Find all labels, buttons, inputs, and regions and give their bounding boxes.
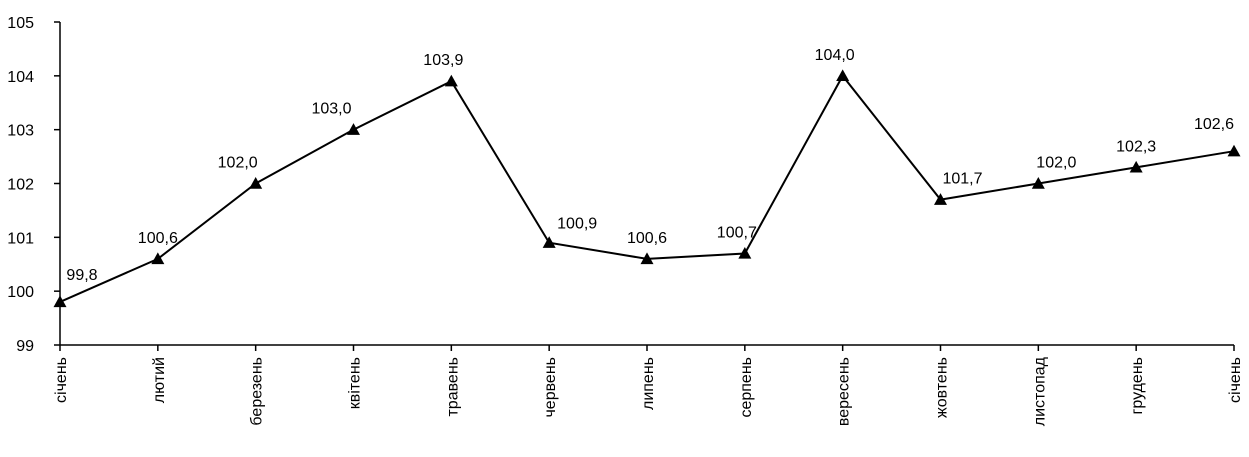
data-point-marker [249,177,263,189]
data-point-marker [1227,144,1241,157]
data-label: 100,7 [717,224,757,241]
data-label: 100,9 [557,216,597,233]
data-point-marker [542,236,556,248]
data-label: 100,6 [627,230,667,247]
x-tick-label: грудень [1129,357,1146,414]
y-tick-label: 99 [16,338,34,355]
x-tick-label: серпень [738,357,755,418]
data-label: 102,6 [1194,116,1234,133]
data-point-marker [836,69,850,82]
x-tick-label: травень [444,357,461,417]
data-point-marker [738,246,752,259]
x-tick-label: березень [249,357,266,426]
data-label: 102,3 [1116,138,1156,155]
data-point-marker [640,252,654,265]
data-point-marker [444,74,458,87]
data-label: 103,9 [423,52,463,69]
y-tick-label: 100 [7,284,34,301]
x-tick-label: жовтень [934,357,951,418]
x-tick-label: вересень [836,357,853,426]
data-labels: 99,8 100,6 102,0 103,0 103,9 100,9 100,6 100,7 1… [66,47,1234,284]
x-axis-ticks: січень лютий березень квітень травень червень… [53,345,1244,426]
y-tick-label: 104 [7,69,34,86]
x-tick-label: червень [542,357,559,418]
x-tick-label: лютий [151,357,168,403]
x-tick-label: липень [640,357,657,410]
axes [59,22,1234,346]
data-label: 104,0 [815,47,855,64]
data-point-marker [151,252,165,265]
y-tick-label: 102 [7,177,34,194]
x-tick-label: січень [53,357,70,403]
data-point-marker [347,123,360,135]
x-tick-label: листопад [1031,356,1048,426]
data-label: 99,8 [66,267,97,284]
y-tick-label: 103 [7,123,34,140]
data-label: 103,0 [311,101,351,118]
data-point-marker [1031,177,1045,189]
x-tick-label: квітень [347,357,364,409]
data-point-marker [53,295,67,308]
data-label: 102,0 [218,155,258,172]
y-tick-label: 101 [7,230,34,247]
x-tick-label: січень [1227,357,1244,403]
data-label: 102,0 [1036,155,1076,172]
series-line [59,74,1235,303]
y-tick-label: 105 [7,15,34,32]
data-point-marker [934,193,947,205]
data-label: 101,7 [942,171,982,188]
data-point-marker [1129,160,1143,173]
y-axis-ticks: 99 100 101 102 103 104 105 [7,15,60,355]
data-label: 100,6 [138,230,178,247]
series-group [53,69,1241,308]
